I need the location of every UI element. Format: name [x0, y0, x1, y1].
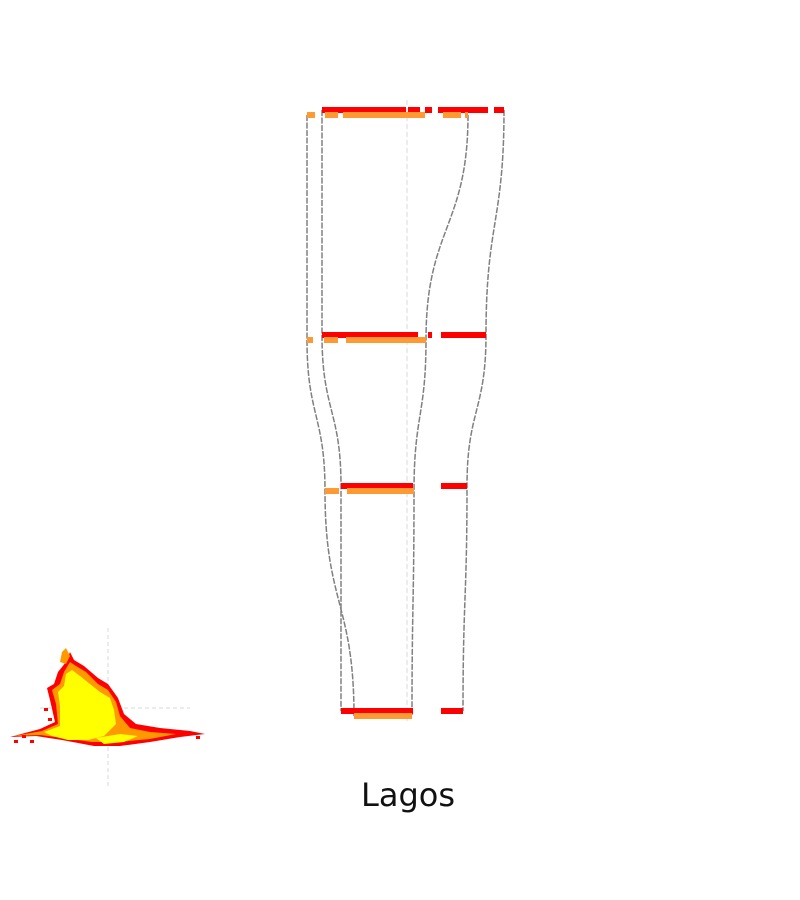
urban-extent-map [10, 628, 205, 788]
bar-series-1-level-2-seg-3 [441, 332, 486, 338]
map-region-4 [96, 734, 138, 744]
bar-series-2-level-3-seg-2 [347, 488, 414, 494]
bar-series-1-level-1-seg-5 [494, 107, 504, 113]
band-outlines [306, 109, 505, 717]
outline-2-right-edge [411, 114, 469, 717]
map-fragment-4 [196, 736, 200, 739]
bar-series-2-level-1-seg-1 [307, 112, 315, 118]
bar-series-1-level-3-seg-1 [341, 483, 413, 489]
map-region-3 [44, 670, 116, 740]
city-label: Lagos [361, 776, 455, 814]
bar-series-1-level-1-seg-4 [438, 107, 488, 113]
map-fragment-2 [22, 735, 26, 738]
outline-1-right-edge [462, 109, 505, 712]
bar-series-2-level-1-seg-2 [325, 112, 338, 118]
bar-series-2-level-2-seg-3 [346, 337, 426, 343]
bar-series-1-level-2-seg-1 [322, 332, 418, 338]
map-fragment-6 [44, 708, 48, 711]
bar-series-2-level-4-seg-1 [354, 713, 412, 719]
bar-series-2-level-1-seg-5 [465, 112, 468, 118]
bar-series-2-level-1-seg-4 [443, 112, 461, 118]
bar-series-1-level-4-seg-1 [341, 708, 413, 714]
map-fragment-1 [30, 740, 34, 743]
map-fragment-5 [48, 718, 52, 721]
bar-series-1-level-2-seg-2 [428, 332, 432, 338]
bar-series-1-level-3-seg-2 [441, 483, 467, 489]
bar-series-1-level-1-seg-3 [425, 107, 432, 113]
bar-series-2-level-2-seg-2 [324, 337, 338, 343]
bar-series-1-level-1-seg-2 [408, 107, 420, 113]
bar-series-1-level-4-seg-2 [441, 708, 463, 714]
bar-series-2-level-3-seg-1 [325, 488, 339, 494]
bar-series-1-level-1-seg-1 [322, 107, 406, 113]
bar-series-2-level-1-seg-3 [343, 112, 425, 118]
outline-2-left-edge [306, 114, 355, 717]
level-bars [307, 107, 504, 719]
map-region-5 [60, 648, 70, 664]
map-fragment-3 [14, 740, 18, 743]
outline-1-left-edge [321, 110, 342, 711]
bar-series-2-level-2-seg-1 [307, 337, 313, 343]
